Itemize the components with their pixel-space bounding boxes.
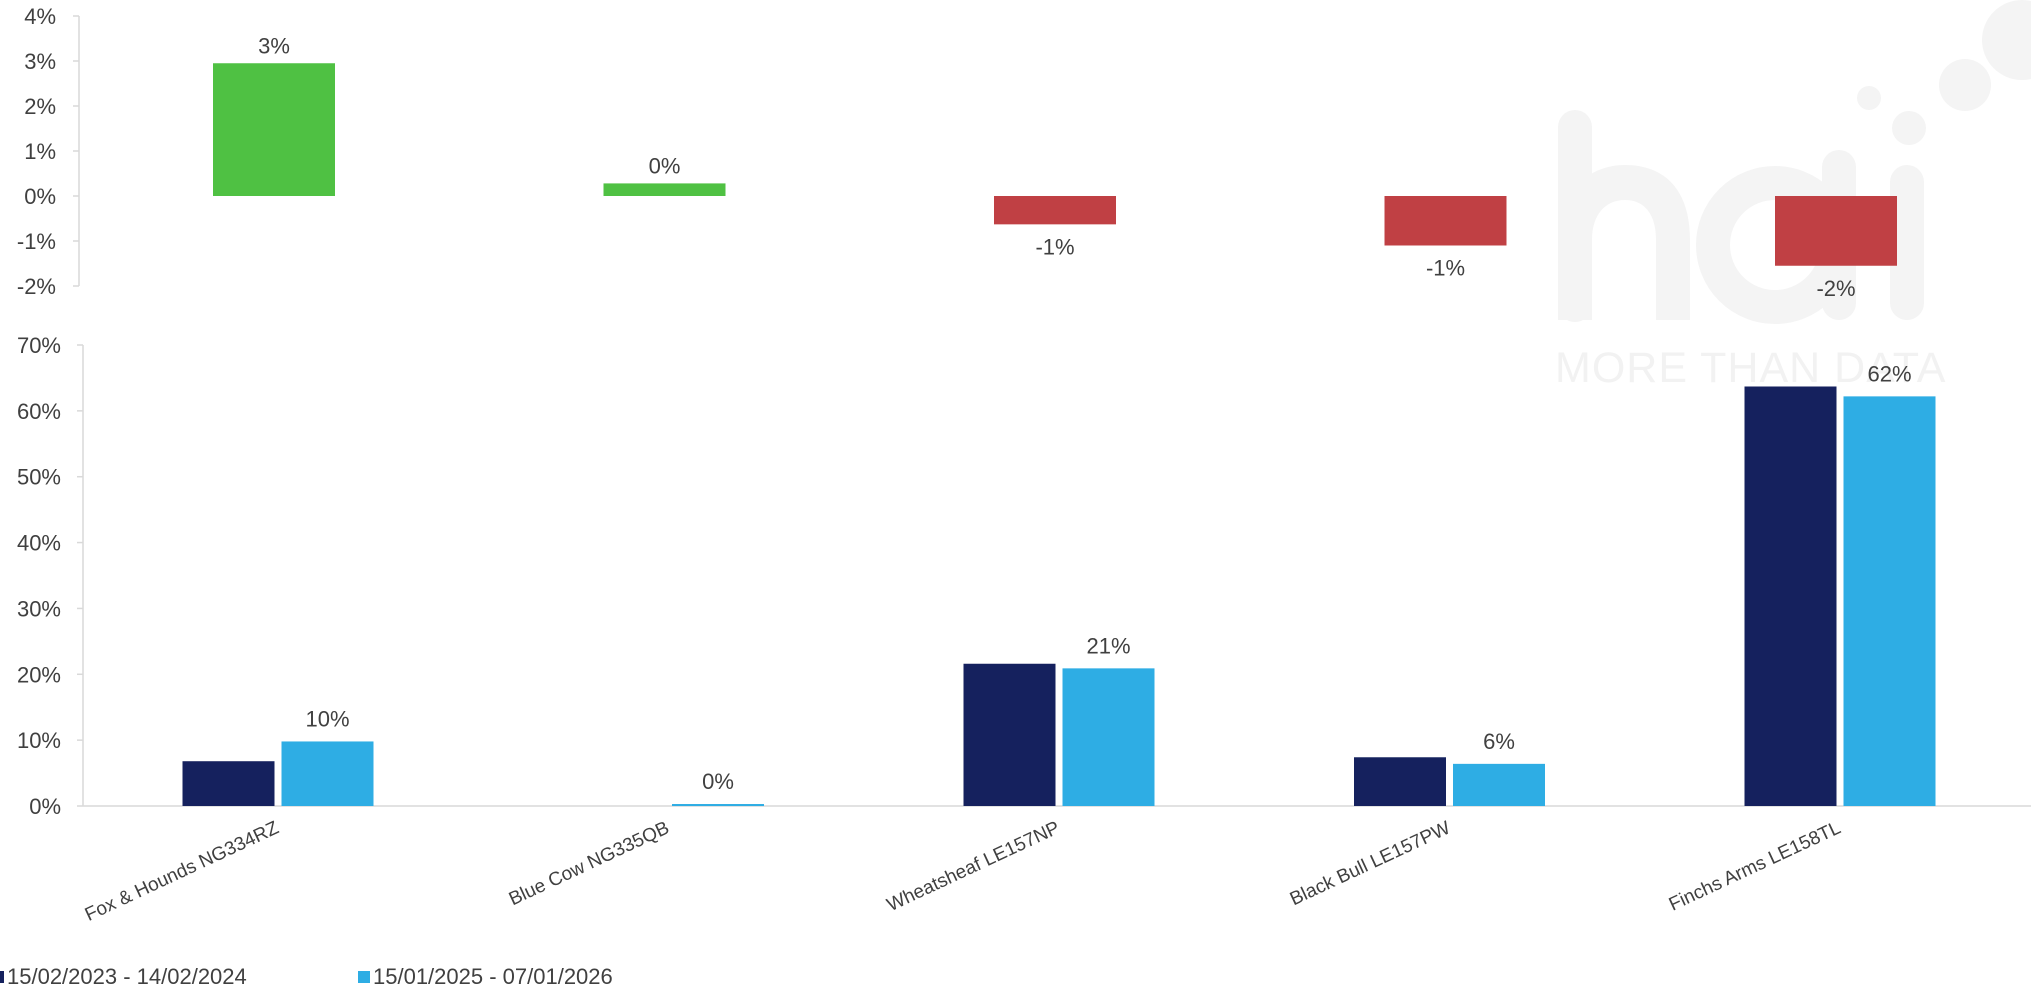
series2-bar xyxy=(1062,668,1155,806)
variance-data-label: 0% xyxy=(649,153,681,178)
series2-bar xyxy=(672,804,764,807)
legend: 15/02/2023 - 14/02/2024 15/01/2025 - 07/… xyxy=(0,964,2031,993)
variance-y-tick-label: 1% xyxy=(24,139,56,164)
watermark-tagline: MORE THAN DATA xyxy=(1555,344,1947,392)
comparison-y-tick-label: 60% xyxy=(17,399,61,424)
comparison-y-tick-label: 10% xyxy=(17,728,61,753)
variance-bar xyxy=(1384,196,1507,246)
category-label: Wheatsheaf LE157NP xyxy=(884,817,1063,915)
comparison-data-label: 10% xyxy=(305,706,349,731)
comparison-chart: 0% 10% 20% 30% 40% 50% 60% 70% 10% 0% 21% 6% 62% Fox … xyxy=(17,333,2031,926)
comparison-y-tick-label: 0% xyxy=(29,794,61,819)
series1-bar xyxy=(1744,386,1837,806)
variance-data-label: 3% xyxy=(258,33,290,58)
legend-label-series2: 15/01/2025 - 07/01/2026 xyxy=(373,964,613,989)
variance-y-tick-label: 3% xyxy=(24,49,56,74)
comparison-data-label: 21% xyxy=(1086,633,1130,658)
legend-swatch-series1 xyxy=(0,971,4,983)
series1-bar xyxy=(963,663,1056,806)
series1-bar xyxy=(1354,757,1446,806)
series2-bar xyxy=(1843,396,1936,806)
comparison-y-tick-label: 40% xyxy=(17,531,61,556)
legend-item-series1: 15/02/2023 - 14/02/2024 xyxy=(0,964,247,990)
variance-bar xyxy=(213,63,335,196)
legend-swatch-series2 xyxy=(358,971,370,983)
comparison-y-tick-label: 30% xyxy=(17,596,61,621)
category-label: Blue Cow NG335QB xyxy=(506,817,673,910)
variance-data-label: -1% xyxy=(1035,234,1074,259)
variance-data-label: -2% xyxy=(1816,276,1855,301)
variance-y-tick-label: 2% xyxy=(24,94,56,119)
category-label: Finchs Arms LE158TL xyxy=(1666,817,1844,915)
variance-bar xyxy=(994,196,1116,225)
variance-chart: -2% -1% 0% 1% 2% 3% 4% 3% 0% -1% -1% -2% xyxy=(17,4,1897,301)
variance-bar xyxy=(603,183,726,196)
variance-y-tick-label: -2% xyxy=(17,274,56,299)
variance-bar xyxy=(1775,196,1897,266)
series2-bar xyxy=(1453,763,1545,806)
comparison-data-label: 62% xyxy=(1867,361,1911,386)
variance-y-tick-label: 0% xyxy=(24,184,56,209)
variance-y-tick-label: -1% xyxy=(17,229,56,254)
category-label: Black Bull LE157PW xyxy=(1287,817,1454,910)
comparison-y-tick-label: 70% xyxy=(17,333,61,358)
comparison-y-tick-label: 50% xyxy=(17,465,61,490)
comparison-data-label: 6% xyxy=(1483,729,1515,754)
comparison-data-label: 0% xyxy=(702,769,734,794)
category-label: Fox & Hounds NG334RZ xyxy=(82,817,283,925)
series1-bar xyxy=(182,761,275,806)
comparison-y-tick-label: 20% xyxy=(17,662,61,687)
legend-item-series2: 15/01/2025 - 07/01/2026 xyxy=(358,964,613,990)
variance-data-label: -1% xyxy=(1426,256,1465,281)
series2-bar xyxy=(281,741,374,806)
legend-label-series1: 15/02/2023 - 14/02/2024 xyxy=(7,964,247,989)
variance-y-tick-label: 4% xyxy=(24,4,56,29)
